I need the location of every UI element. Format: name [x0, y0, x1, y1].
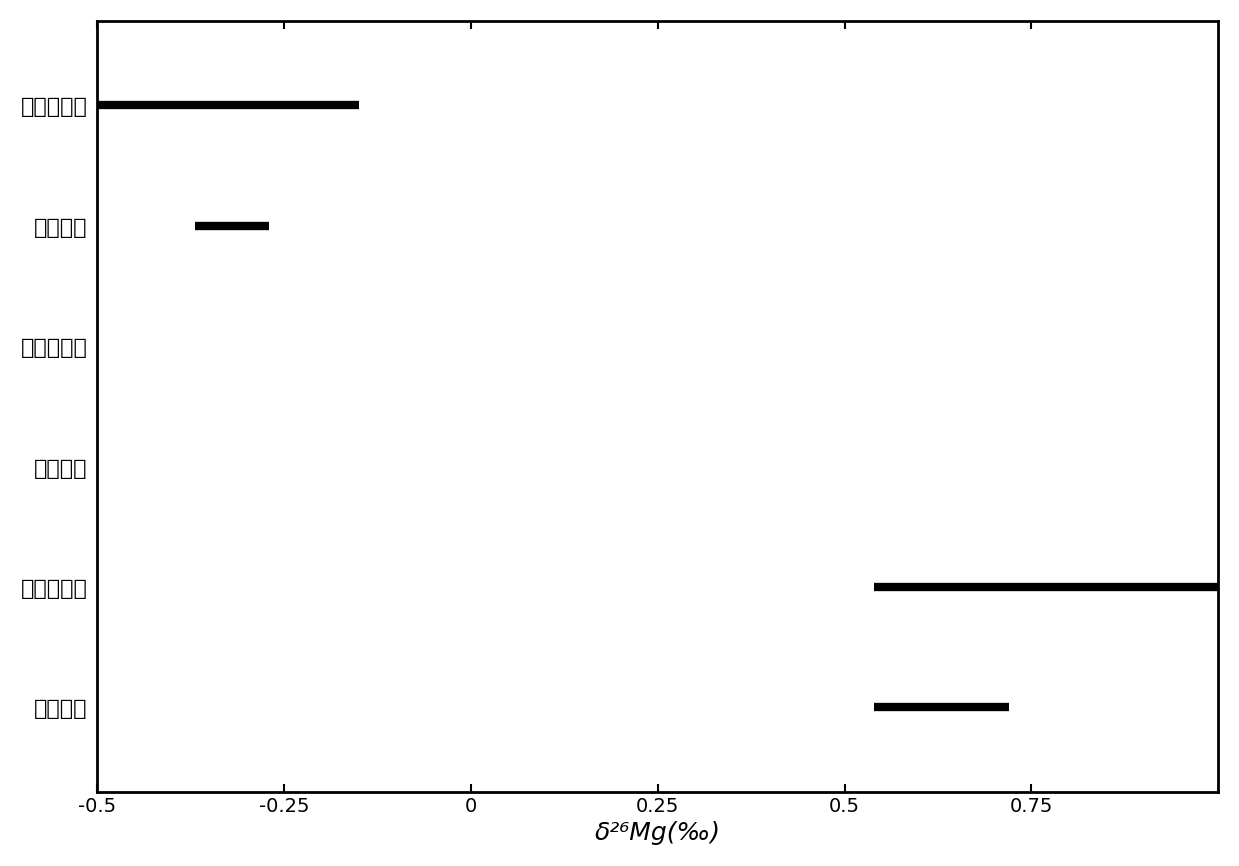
X-axis label: δ²⁶Mg(‰): δ²⁶Mg(‰): [595, 821, 721, 845]
